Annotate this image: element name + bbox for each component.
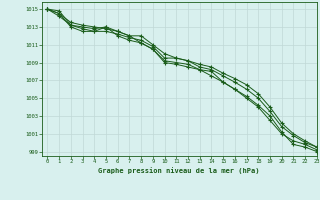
- X-axis label: Graphe pression niveau de la mer (hPa): Graphe pression niveau de la mer (hPa): [99, 167, 260, 174]
